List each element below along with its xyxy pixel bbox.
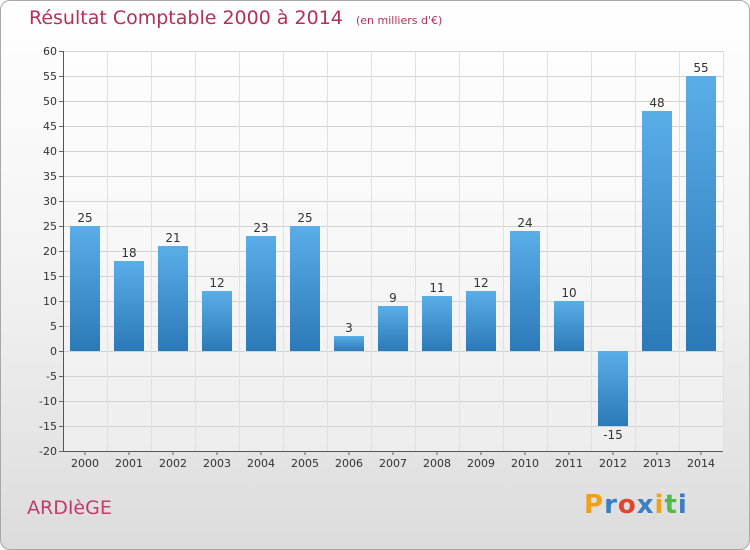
- x-tick-label: 2004: [247, 457, 275, 470]
- x-tick-label: 2006: [335, 457, 363, 470]
- logo-letter: o: [617, 490, 637, 520]
- y-tick-label: 20: [43, 245, 57, 258]
- y-tick-label: -5: [46, 370, 57, 383]
- y-tick-label: 0: [50, 345, 57, 358]
- y-tick-label: 35: [43, 170, 57, 183]
- bar: [466, 291, 496, 351]
- bar-value-label: 48: [649, 96, 664, 110]
- x-tick-label: 2002: [159, 457, 187, 470]
- bar-value-label: 12: [473, 276, 488, 290]
- y-tick-label: -10: [39, 395, 57, 408]
- y-tick-label: 60: [43, 45, 57, 58]
- y-tick-label: 40: [43, 145, 57, 158]
- logo-letter: t: [664, 490, 678, 520]
- x-tick-label: 2000: [71, 457, 99, 470]
- x-tick-label: 2005: [291, 457, 319, 470]
- proxiti-logo: Proxiti: [584, 490, 688, 520]
- chart-title: Résultat Comptable 2000 à 2014: [29, 7, 343, 29]
- bar-value-label: 25: [77, 211, 92, 225]
- bar: [202, 291, 232, 351]
- commune-name: ARDIèGE: [27, 497, 112, 519]
- logo-letter: P: [584, 490, 605, 520]
- bar: [422, 296, 452, 351]
- bar: [290, 226, 320, 351]
- y-tick-label: 55: [43, 70, 57, 83]
- y-tick-label: 15: [43, 270, 57, 283]
- logo-letter: i: [677, 490, 688, 520]
- bar: [334, 336, 364, 351]
- bar: [642, 111, 672, 351]
- logo-letter: i: [654, 490, 665, 520]
- bar: [70, 226, 100, 351]
- bar: [114, 261, 144, 351]
- x-tick-label: 2008: [423, 457, 451, 470]
- x-tick-label: 2010: [511, 457, 539, 470]
- y-tick-label: 25: [43, 220, 57, 233]
- y-tick-label: -20: [39, 445, 57, 458]
- bar: [510, 231, 540, 351]
- bar-value-label: 10: [561, 286, 576, 300]
- bar: [686, 76, 716, 351]
- y-tick-label: 50: [43, 95, 57, 108]
- x-tick-label: 2001: [115, 457, 143, 470]
- bar-value-label: -15: [603, 428, 623, 442]
- bar: [554, 301, 584, 351]
- bar-value-label: 9: [389, 291, 397, 305]
- bar-value-label: 24: [517, 216, 532, 230]
- logo-letter: r: [604, 490, 618, 520]
- logo-letter: x: [636, 490, 655, 520]
- bar-value-label: 12: [209, 276, 224, 290]
- x-tick-label: 2013: [643, 457, 671, 470]
- bar: [598, 351, 628, 426]
- bar-value-label: 25: [297, 211, 312, 225]
- chart-unit: (en milliers d'€): [355, 14, 443, 27]
- bar: [158, 246, 188, 351]
- x-tick-label: 2003: [203, 457, 231, 470]
- y-tick-label: 5: [50, 320, 57, 333]
- bar-value-label: 55: [693, 61, 708, 75]
- bar: [246, 236, 276, 351]
- y-tick-label: -15: [39, 420, 57, 433]
- x-tick-label: 2012: [599, 457, 627, 470]
- bar-value-label: 21: [165, 231, 180, 245]
- y-tick-label: 10: [43, 295, 57, 308]
- bar-value-label: 11: [429, 281, 444, 295]
- x-tick-label: 2009: [467, 457, 495, 470]
- bar-value-label: 18: [121, 246, 136, 260]
- x-tick-label: 2011: [555, 457, 583, 470]
- y-tick-label: 45: [43, 120, 57, 133]
- x-tick-label: 2007: [379, 457, 407, 470]
- bar: [378, 306, 408, 351]
- chart-header: Résultat Comptable 2000 à 2014 (en milli…: [29, 7, 442, 29]
- y-tick-label: 30: [43, 195, 57, 208]
- x-tick-label: 2014: [687, 457, 715, 470]
- bar-value-label: 3: [345, 321, 353, 335]
- bar-value-label: 23: [253, 221, 268, 235]
